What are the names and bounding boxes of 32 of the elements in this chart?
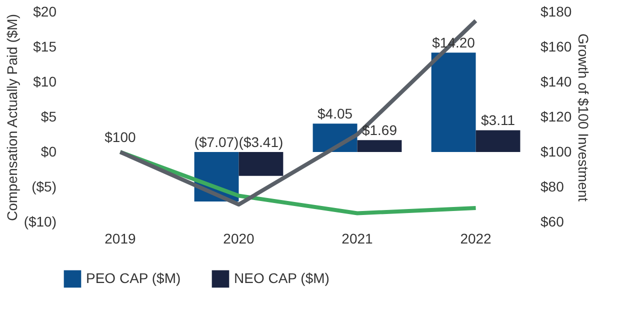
x-tick-label: 2022 xyxy=(460,230,492,246)
y-tick-label: $10 xyxy=(33,74,57,90)
y-tick-label: $15 xyxy=(33,38,57,54)
y-tick-label: ($10) xyxy=(24,214,56,230)
y2-tick-label: $60 xyxy=(540,214,564,230)
bar xyxy=(357,140,402,152)
y-tick-label: $5 xyxy=(40,108,57,124)
data-label: $3.11 xyxy=(481,112,516,128)
y2-tick-label: $120 xyxy=(540,108,572,124)
y-tick-label: $0 xyxy=(40,144,57,160)
y2-tick-label: $100 xyxy=(540,144,572,160)
bar xyxy=(431,52,476,152)
legend-label: NEO CAP ($M) xyxy=(234,270,330,286)
y-axis-title: Compensation Actually Paid ($M) xyxy=(4,14,20,221)
x-tick-label: 2020 xyxy=(223,230,255,246)
y2-tick-label: $80 xyxy=(540,178,564,194)
y2-axis-title: Growth of $100 Investment xyxy=(576,33,592,202)
bar xyxy=(476,130,520,152)
y2-tick-label: $180 xyxy=(540,4,572,20)
bar xyxy=(238,152,284,176)
data-label: ($7.07) xyxy=(194,134,239,150)
data-label: $4.05 xyxy=(318,106,353,122)
data-label: ($3.41) xyxy=(238,134,284,150)
y2-tick-label: $140 xyxy=(540,74,572,90)
x-tick-label: 2021 xyxy=(342,230,374,246)
y-tick-label: $20 xyxy=(33,4,57,20)
x-tick-label: 2019 xyxy=(104,230,136,246)
y-tick-label: ($5) xyxy=(32,178,56,194)
data-label: $1.69 xyxy=(362,122,398,138)
data-label: $100 xyxy=(104,129,136,145)
legend-label: PEO CAP ($M) xyxy=(86,270,181,286)
y2-tick-label: $160 xyxy=(540,38,572,54)
